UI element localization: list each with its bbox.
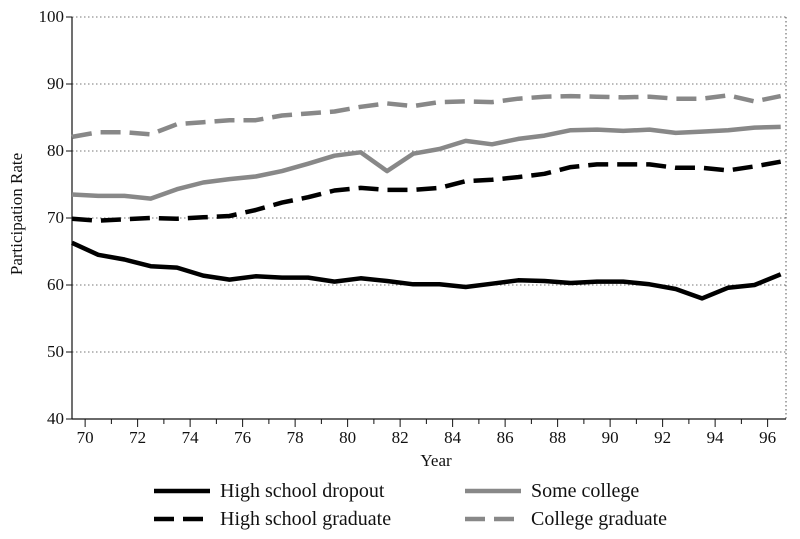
x-tick-label-88: 88 [549,428,566,447]
y-tick-label-80: 80 [47,141,64,160]
x-axis: 70 72 74 76 78 80 82 84 86 88 90 92 94 96 [77,419,776,447]
legend-item-some-college: Some college [465,480,639,502]
series-line-some-college [71,124,781,201]
y-tick-label-100: 100 [39,7,65,26]
x-tick-label-86: 86 [497,428,514,447]
x-tick-label-76: 76 [234,428,251,447]
x-tick-label-96: 96 [759,428,776,447]
legend-item-high-school-graduate: High school graduate [154,508,391,530]
y-axis-title: Participation Rate [7,153,26,275]
gridlines [72,16,786,353]
y-tick-label-40: 40 [47,409,64,428]
series-line-high-school-graduate [71,159,782,223]
legend-label: High school graduate [220,508,391,530]
x-tick-label-92: 92 [654,428,671,447]
legend-item-high-school-dropout: High school dropout [154,480,385,502]
series-lines [71,93,782,301]
legend: High school dropout High school graduate S… [154,480,667,530]
series-line-college-graduate [71,93,782,140]
legend-label: Some college [531,480,639,502]
legend-label: College graduate [531,508,667,530]
y-tick-label-70: 70 [47,208,64,227]
x-tick-label-72: 72 [129,428,146,447]
y-tick-label-50: 50 [47,342,64,361]
x-tick-label-84: 84 [444,428,462,447]
legend-item-college-graduate: College graduate [465,508,667,530]
x-tick-label-94: 94 [707,428,725,447]
x-tick-label-80: 80 [339,428,356,447]
series-line-high-school-dropout [71,240,782,301]
x-tick-label-90: 90 [602,428,619,447]
x-tick-label-78: 78 [287,428,304,447]
x-tick-label-82: 82 [392,428,409,447]
legend-label: High school dropout [220,480,385,502]
y-tick-label-60: 60 [47,275,64,294]
x-axis-title: Year [420,451,452,470]
y-tick-label-90: 90 [47,74,64,93]
x-tick-label-70: 70 [77,428,94,447]
y-axis: 40 50 60 70 80 90 100 [39,7,72,428]
x-tick-label-74: 74 [182,428,200,447]
